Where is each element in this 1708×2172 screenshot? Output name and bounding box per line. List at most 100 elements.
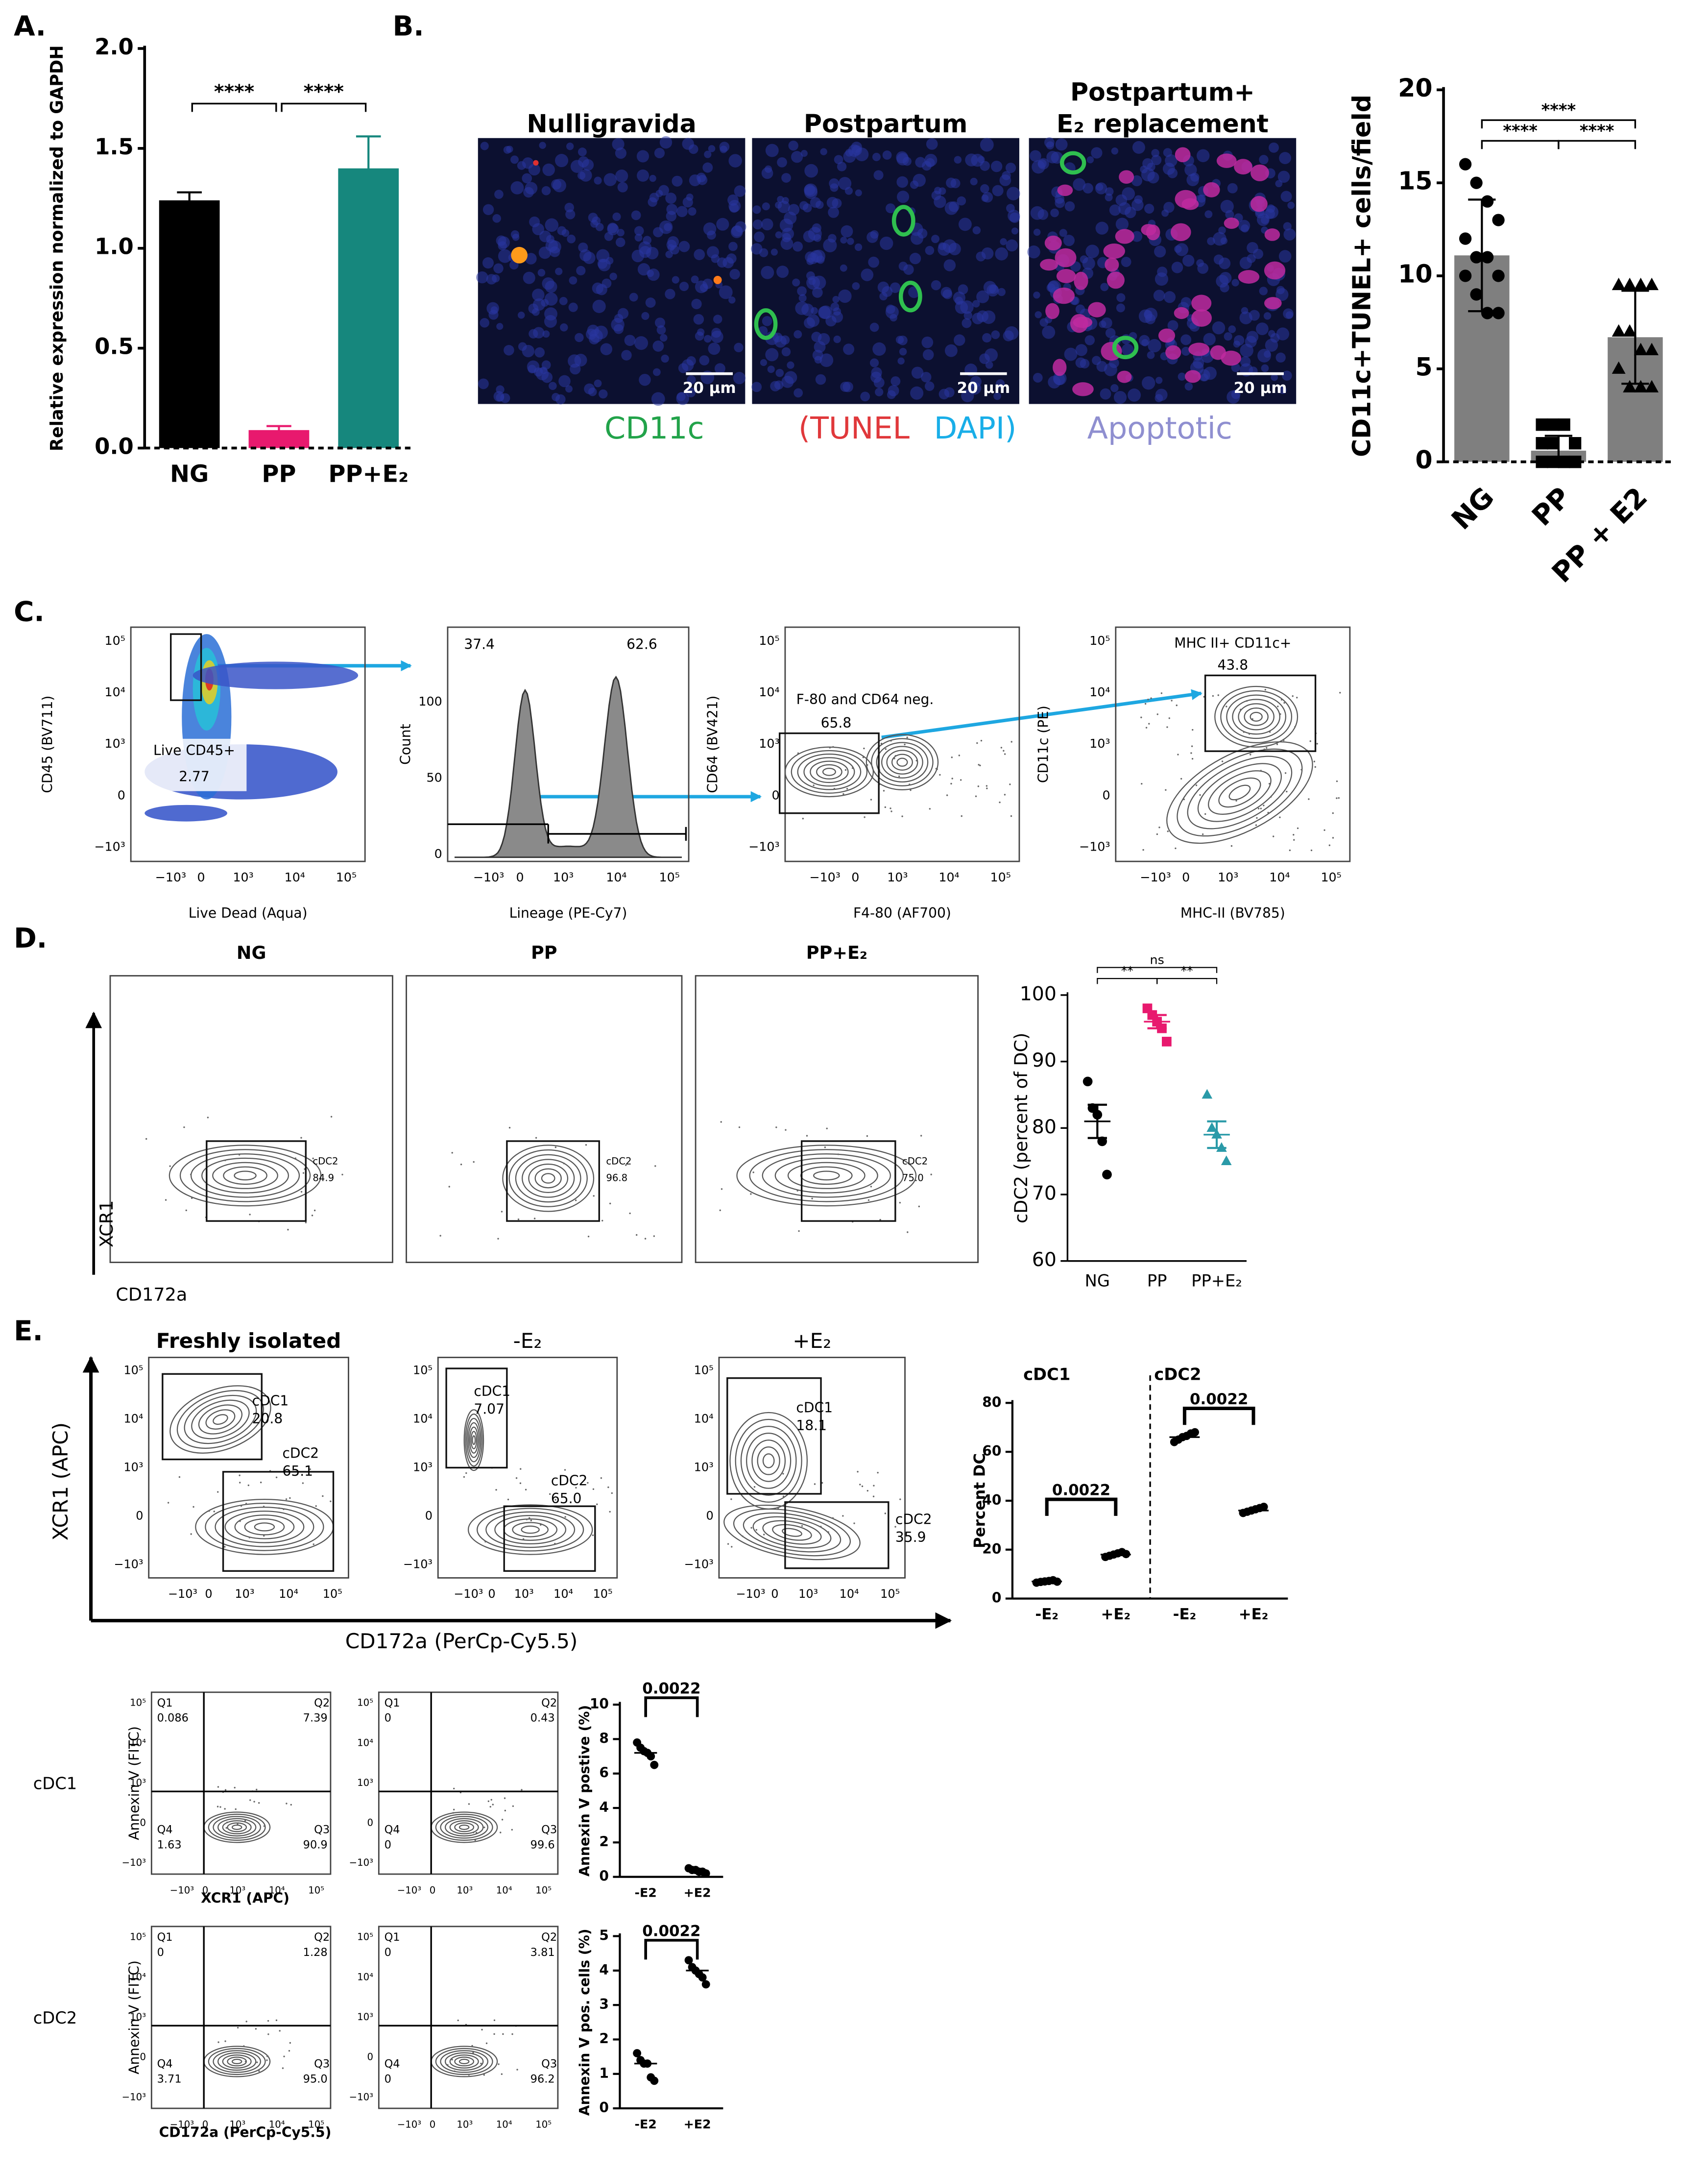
nucleus <box>976 251 986 262</box>
event <box>465 1472 467 1474</box>
point <box>684 1956 693 1965</box>
cell <box>1251 164 1269 181</box>
quadrant-value: 0 <box>385 1712 391 1725</box>
x-tick-label: 10⁵ <box>880 1587 900 1601</box>
nucleus <box>899 348 907 356</box>
gate-label: cDC1 <box>796 1400 833 1416</box>
contour <box>435 2048 493 2075</box>
event <box>474 1839 476 1841</box>
nucleus <box>772 332 783 342</box>
nucleus <box>992 185 1004 196</box>
event <box>796 1190 798 1192</box>
nucleus <box>1285 311 1294 319</box>
contour <box>896 757 908 767</box>
nucleus <box>476 271 488 284</box>
y-axis-label: Annexin V postive (%) <box>577 1705 593 1877</box>
event <box>1176 704 1178 707</box>
gate-label: 84.9 <box>313 1172 334 1183</box>
nucleus <box>861 268 874 281</box>
y-tick-label: 1.5 <box>95 134 134 160</box>
nucleus <box>688 207 697 216</box>
x-tick-label: NG <box>170 461 209 488</box>
event <box>1004 794 1006 796</box>
contour <box>528 1163 569 1193</box>
nucleus <box>882 150 892 160</box>
point <box>1459 158 1472 171</box>
y-axis-label: cDC2 (percent of DC) <box>1010 1033 1032 1223</box>
nucleus <box>1044 137 1055 148</box>
y-tick-label: 10⁴ <box>357 1737 373 1748</box>
nucleus <box>1099 320 1107 328</box>
event <box>279 2030 281 2032</box>
nucleus <box>780 237 794 250</box>
point <box>1634 342 1648 355</box>
stain-legend: (TUNEL <box>798 411 910 446</box>
event <box>1260 770 1262 772</box>
nucleus <box>855 189 862 196</box>
quadrant-value: 3.81 <box>530 1946 555 1959</box>
nucleus <box>807 314 820 327</box>
event <box>961 815 962 817</box>
nucleus <box>1228 325 1236 333</box>
event <box>755 1529 757 1531</box>
event <box>870 799 872 801</box>
nucleus <box>654 147 665 159</box>
contour <box>810 760 849 783</box>
x-tick-label: −10³ <box>155 870 187 884</box>
bar <box>338 168 399 448</box>
nucleus <box>493 263 504 273</box>
x-tick-label: 10⁴ <box>553 1587 573 1601</box>
event <box>1336 797 1338 799</box>
contour <box>1208 770 1272 815</box>
row-label: cDC2 <box>33 2008 77 2027</box>
nucleus <box>1167 320 1179 331</box>
nucleus <box>598 259 611 271</box>
nucleus <box>804 183 818 197</box>
nucleus <box>765 348 779 362</box>
x-tick-label: 0 <box>851 870 859 884</box>
event <box>1010 815 1012 817</box>
event <box>313 1209 316 1212</box>
nucleus <box>1219 271 1232 284</box>
nucleus <box>990 160 1003 172</box>
event <box>890 810 892 812</box>
event <box>906 736 908 738</box>
y-tick-label: 0 <box>772 788 780 802</box>
nucleus <box>993 392 1001 400</box>
nucleus <box>980 161 990 171</box>
nucleus <box>1030 150 1041 162</box>
nucleus <box>848 144 861 157</box>
event <box>447 2064 449 2066</box>
nucleus <box>1034 311 1042 318</box>
event <box>495 1489 497 1491</box>
x-tick-label: +E2 <box>684 2117 711 2131</box>
nucleus <box>1042 325 1056 339</box>
nucleus <box>496 323 504 330</box>
quadrant-value: 0.43 <box>530 1712 555 1725</box>
nucleus <box>1275 352 1286 363</box>
contour <box>440 1816 489 1839</box>
contour <box>217 2052 257 2071</box>
event <box>601 1220 603 1221</box>
y-tick-label: 80 <box>1032 1116 1057 1138</box>
nucleus <box>1220 237 1228 244</box>
contour <box>254 1522 275 1532</box>
x-tick-label: 10⁵ <box>535 1884 552 1896</box>
significance-label: **** <box>1580 121 1614 140</box>
nucleus <box>532 289 545 301</box>
event <box>507 1498 509 1501</box>
nucleus <box>624 335 636 346</box>
event <box>283 2055 285 2057</box>
contour <box>502 1145 595 1212</box>
x-tick-label: 0 <box>202 2119 209 2130</box>
event <box>511 2033 513 2035</box>
nucleus <box>911 366 924 379</box>
nucleus <box>1224 332 1232 341</box>
nucleus <box>940 287 952 298</box>
y-tick-label: 70 <box>1032 1182 1057 1204</box>
event <box>497 1238 499 1240</box>
nucleus <box>870 230 879 239</box>
event <box>1141 782 1143 785</box>
nucleus <box>676 206 688 218</box>
significance-bracket <box>191 102 277 112</box>
